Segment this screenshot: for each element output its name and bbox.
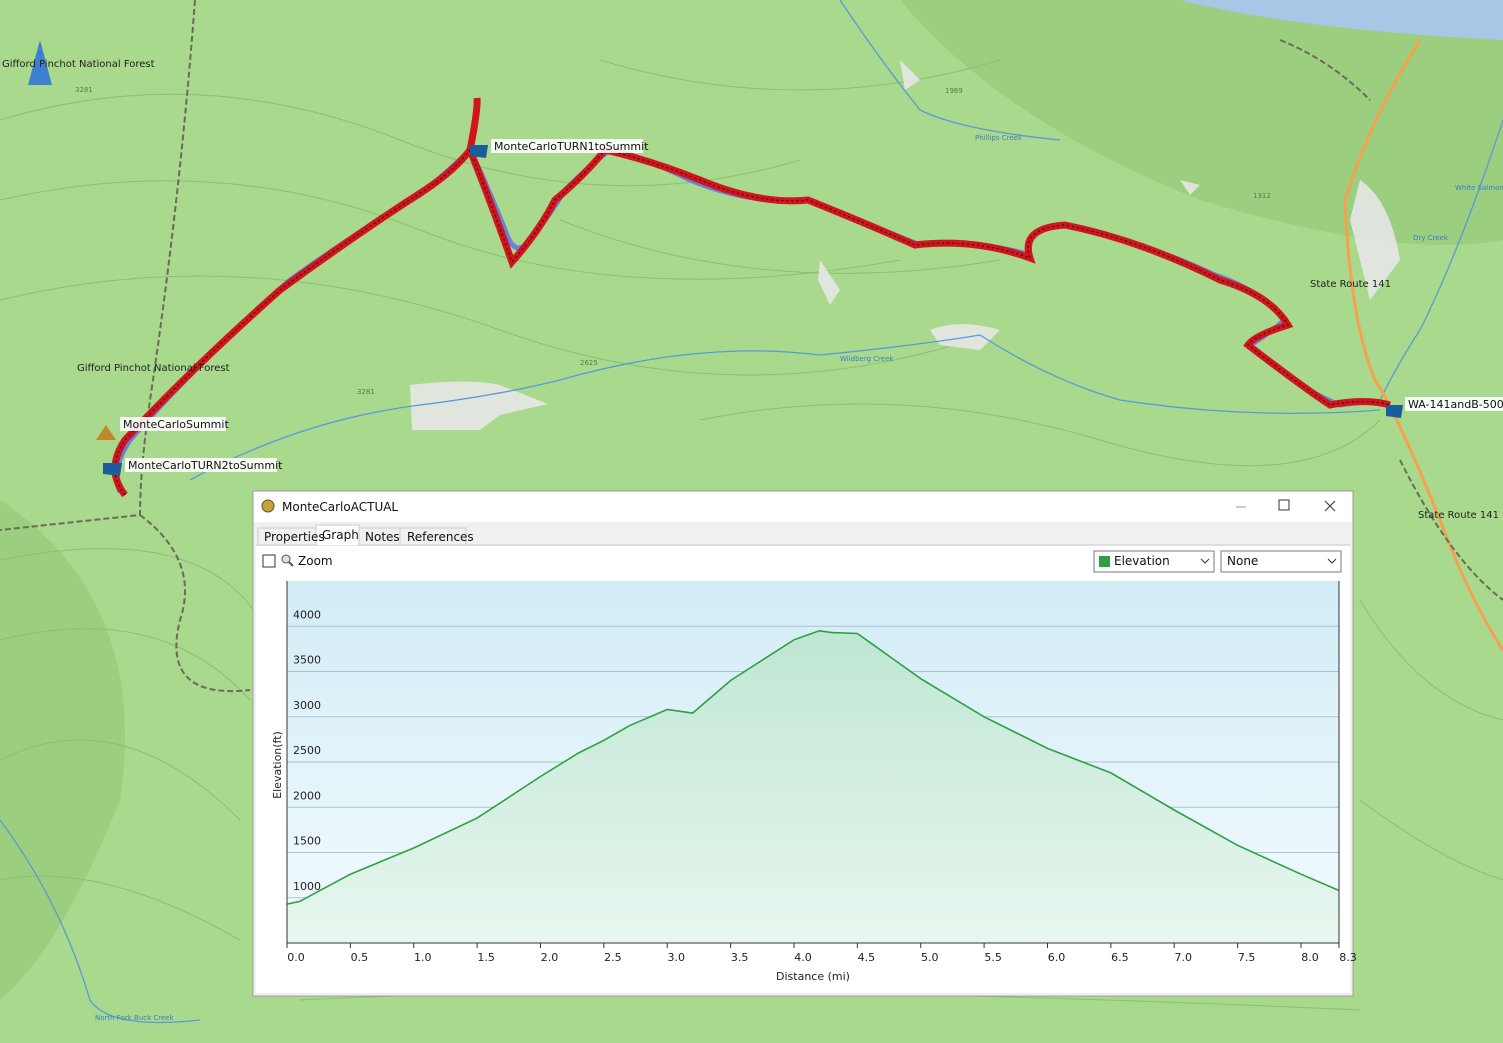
dropdown[interactable] xyxy=(1093,550,1215,573)
zoom-icon-handle xyxy=(288,561,294,567)
terrain-shade xyxy=(0,0,1503,1000)
area-fill xyxy=(287,630,1339,943)
contours xyxy=(0,59,1503,1011)
y-tick-label: 1500 xyxy=(293,835,321,848)
y-tick-label: 1000 xyxy=(293,880,321,893)
creek-label: Phillips Creek xyxy=(975,134,1023,142)
label-backgrounds xyxy=(120,139,1503,472)
elevation-line xyxy=(286,629,1340,905)
trails xyxy=(0,0,1503,693)
waypoint-flags xyxy=(103,145,1403,476)
clearings xyxy=(410,60,1400,430)
tab-label[interactable]: Graph xyxy=(322,528,359,542)
map-label: State Route 141 xyxy=(1418,510,1499,521)
tab[interactable] xyxy=(399,527,467,546)
track-dots xyxy=(114,149,1391,496)
summit-icon xyxy=(0,0,52,85)
zoom-icon xyxy=(281,554,291,564)
tab-label[interactable]: Properties xyxy=(264,530,325,544)
y-tick-label: 3000 xyxy=(293,699,321,712)
creek-label: North Fork Buck Creek xyxy=(95,1014,175,1022)
x-tick-label: 1.5 xyxy=(477,951,495,964)
waypoint-label[interactable]: MonteCarloTURN1toSummit xyxy=(494,140,649,153)
x-tick-label: 5.0 xyxy=(921,951,939,964)
map-label: Gifford Pinchot National Forest xyxy=(77,363,230,374)
zoom-checkbox[interactable] xyxy=(262,554,276,568)
waypoint-label[interactable]: MonteCarloTURN2toSummit xyxy=(128,459,283,472)
creek-label: White Salmon Ri xyxy=(1455,184,1503,192)
dialog-window: MonteCarloACTUAL Properties Graph Notes … xyxy=(252,490,1357,997)
x-tick-label: 2.5 xyxy=(604,951,622,964)
highway xyxy=(1343,39,1503,651)
tab-label[interactable]: References xyxy=(407,530,474,544)
tabs: Properties Graph Notes References xyxy=(257,524,474,547)
x-tick-label: 7.0 xyxy=(1174,951,1192,964)
x-tick-label: 6.5 xyxy=(1111,951,1129,964)
close-button[interactable] xyxy=(1324,500,1336,512)
x-tick-label: 0.0 xyxy=(287,951,305,964)
dropdown[interactable] xyxy=(1220,550,1342,573)
x-tick-label: 8.0 xyxy=(1301,951,1319,964)
creek-label: Wildberg Creek xyxy=(840,355,894,363)
waypoint-label[interactable]: MonteCarloSummit xyxy=(123,418,229,431)
dropdown-arrow xyxy=(1327,558,1337,564)
zoom-label[interactable]: Zoom xyxy=(298,554,333,568)
x-tick-label: 4.0 xyxy=(794,951,812,964)
series-swatch xyxy=(1099,556,1110,567)
y-tick-label: 4000 xyxy=(293,608,321,621)
y-axis-title: Elevation(ft) xyxy=(271,731,284,799)
dropdown-arrow xyxy=(1200,558,1210,564)
elevation-label: 3281 xyxy=(75,86,93,94)
window-title: MonteCarloACTUAL xyxy=(282,500,398,514)
chart: 1000 1500 2000 2500 3000 3500 4000 0.0 0.5 1.0 1.5… xyxy=(286,581,1357,964)
axes xyxy=(286,581,1340,944)
x-tick-label: 0.5 xyxy=(351,951,369,964)
y-tick-label: 3500 xyxy=(293,654,321,667)
x-tick-label: 3.0 xyxy=(667,951,685,964)
x-tick-label: 2.0 xyxy=(541,951,559,964)
maximize-button[interactable] xyxy=(1278,499,1290,511)
x-tick-label: 4.5 xyxy=(858,951,876,964)
x-tick-label: 5.5 xyxy=(984,951,1002,964)
x-tick-label: 6.0 xyxy=(1048,951,1066,964)
summit-waypoint xyxy=(96,425,116,440)
x-tick-label: 7.5 xyxy=(1238,951,1256,964)
dropdown-value[interactable]: None xyxy=(1227,554,1258,568)
map-label: State Route 141 xyxy=(1310,279,1391,290)
dropdown-value[interactable]: Elevation xyxy=(1114,554,1170,568)
map-label: Gifford Pinchot National Forest xyxy=(2,59,155,70)
app-icon xyxy=(261,499,275,513)
elevation-label: 1969 xyxy=(945,87,963,95)
elevation-label: 1312 xyxy=(1253,192,1271,200)
x-tick-label: 8.3 xyxy=(1339,951,1357,964)
lake xyxy=(1180,0,1503,40)
x-tick-label: 1.0 xyxy=(414,951,432,964)
elevation-label: 2625 xyxy=(580,359,598,367)
y-tick-label: 2500 xyxy=(293,744,321,757)
tab-label[interactable]: Notes xyxy=(365,530,400,544)
x-axis-title: Distance (mi) xyxy=(776,970,850,983)
creek-label: Dry Creek xyxy=(1413,234,1449,242)
waypoint-label[interactable]: WA-141andB-5000 xyxy=(1408,398,1503,411)
x-tick-label: 3.5 xyxy=(731,951,749,964)
elevation-label: 3281 xyxy=(357,388,375,396)
y-tick-label: 2000 xyxy=(293,789,321,802)
